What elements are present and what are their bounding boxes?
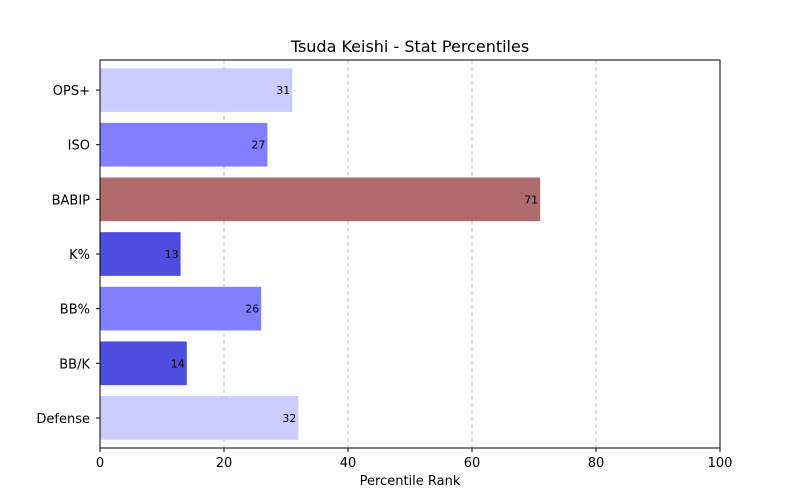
bar-value-label: 27 [251,139,265,152]
y-tick-label: ISO [68,139,90,154]
y-tick-label: Defense [36,412,90,427]
y-tick-label: BB/K [59,357,90,372]
x-tick-label: 20 [216,456,233,471]
x-tick-label: 60 [464,456,481,471]
y-tick-label: BB% [60,303,90,318]
bar-value-label: 14 [171,357,185,370]
bar [100,68,293,112]
bar [100,232,181,276]
y-tick-label: BABIP [52,193,91,208]
x-axis-label: Percentile Rank [360,474,461,489]
x-tick-label: 100 [708,456,733,471]
bar [100,396,299,440]
bar-value-label: 13 [165,248,179,261]
chart-title: Tsuda Keishi - Stat Percentiles [290,37,529,56]
y-axis: OPS+ ISO BABIP K% BB% BB/K Defense [36,84,100,427]
bar-value-label: 32 [282,412,296,425]
bars: 31 27 71 13 26 14 32 [100,68,541,440]
bar [100,122,268,167]
bar [100,341,187,386]
bar [100,177,541,222]
bar-value-label: 26 [245,303,259,316]
plot-frame [99,59,721,449]
x-tick-label: 0 [96,456,104,471]
x-tick-label: 40 [340,456,357,471]
grid [223,60,597,448]
bar-value-label: 31 [276,84,290,97]
bar [100,286,262,331]
x-tick-label: 80 [588,456,605,471]
y-tick-label: K% [69,248,90,263]
bar-value-label: 71 [524,193,538,206]
y-tick-label: OPS+ [53,84,90,99]
x-axis: 0 20 40 60 80 100 [96,448,733,471]
